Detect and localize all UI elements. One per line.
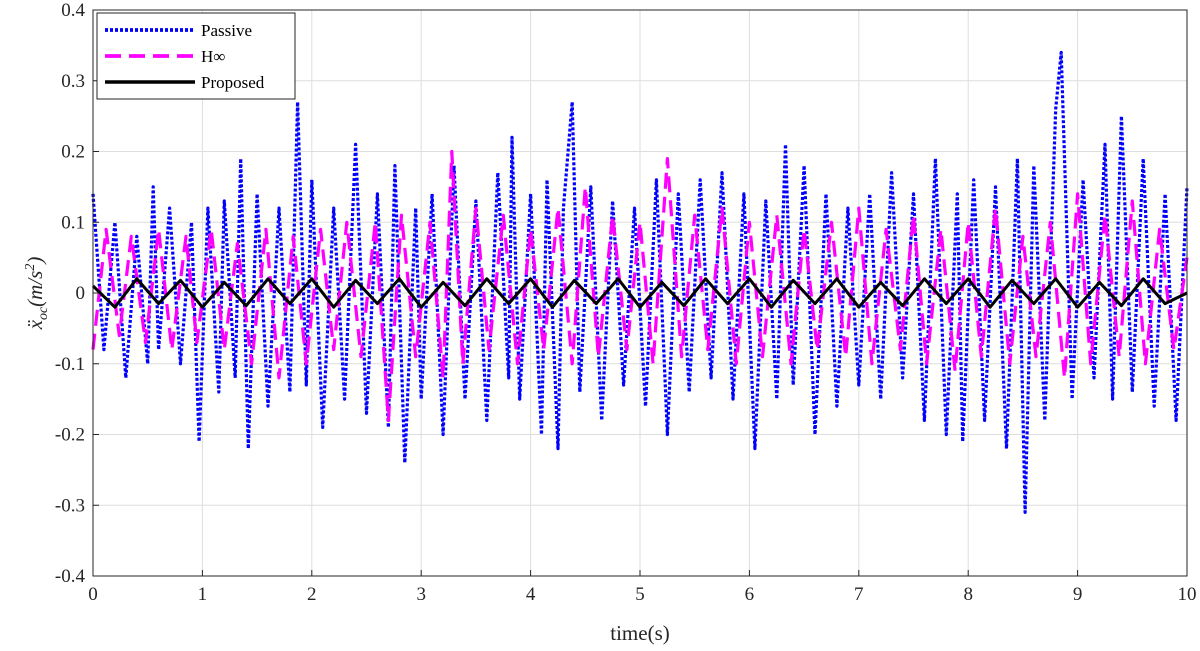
x-tick-label: 8 (963, 584, 973, 605)
y-tick-label: 0.4 (61, 0, 85, 21)
y-axis: 0.4 0.3 0.2 0.1 0 -0.1 -0.2 -0.3 -0.4 (55, 0, 99, 587)
x-tick-label: 0 (88, 584, 98, 605)
y-label-unit-close: ) (23, 257, 47, 265)
x-tick-label: 6 (745, 584, 755, 605)
y-tick-label: 0 (76, 283, 86, 304)
legend-label-2: Proposed (201, 73, 265, 92)
x-tick-label: 10 (1178, 584, 1197, 605)
x-tick-label: 7 (854, 584, 864, 605)
y-tick-label: 0.1 (61, 212, 85, 233)
x-tick-label: 9 (1073, 584, 1083, 605)
y-tick-label: -0.3 (55, 495, 85, 516)
x-tick-label: 5 (635, 584, 645, 605)
plot-area (91, 50, 1189, 514)
y-tick-label: 0.3 (61, 71, 85, 92)
x-axis: 0 1 2 3 4 5 6 7 8 9 10 (88, 570, 1197, 605)
y-label-sub: oc (36, 306, 51, 320)
legend-label-1: H∞ (201, 47, 225, 66)
y-label-sup: 2 (23, 264, 38, 271)
y-label-base: ẍ (23, 319, 47, 330)
y-tick-label: -0.4 (55, 566, 86, 587)
x-tick-label: 1 (198, 584, 208, 605)
series-line-2 (91, 277, 1188, 309)
y-tick-label: -0.2 (55, 425, 85, 446)
x-axis-label: time(s) (610, 621, 669, 645)
legend-box (96, 12, 296, 100)
y-axis-label: ẍoc(m/s2) (23, 257, 51, 331)
x-tick-label: 4 (526, 584, 536, 605)
x-tick-label: 3 (416, 584, 426, 605)
series-line-1 (91, 149, 1189, 422)
y-tick-label: -0.1 (55, 354, 85, 375)
y-label-unit-open: (m/s (23, 271, 47, 307)
x-tick-label: 2 (307, 584, 317, 605)
legend-label-0: Passive (201, 21, 252, 40)
y-tick-label: 0.2 (61, 142, 85, 163)
legend: Passive H∞ Proposed (96, 12, 296, 100)
